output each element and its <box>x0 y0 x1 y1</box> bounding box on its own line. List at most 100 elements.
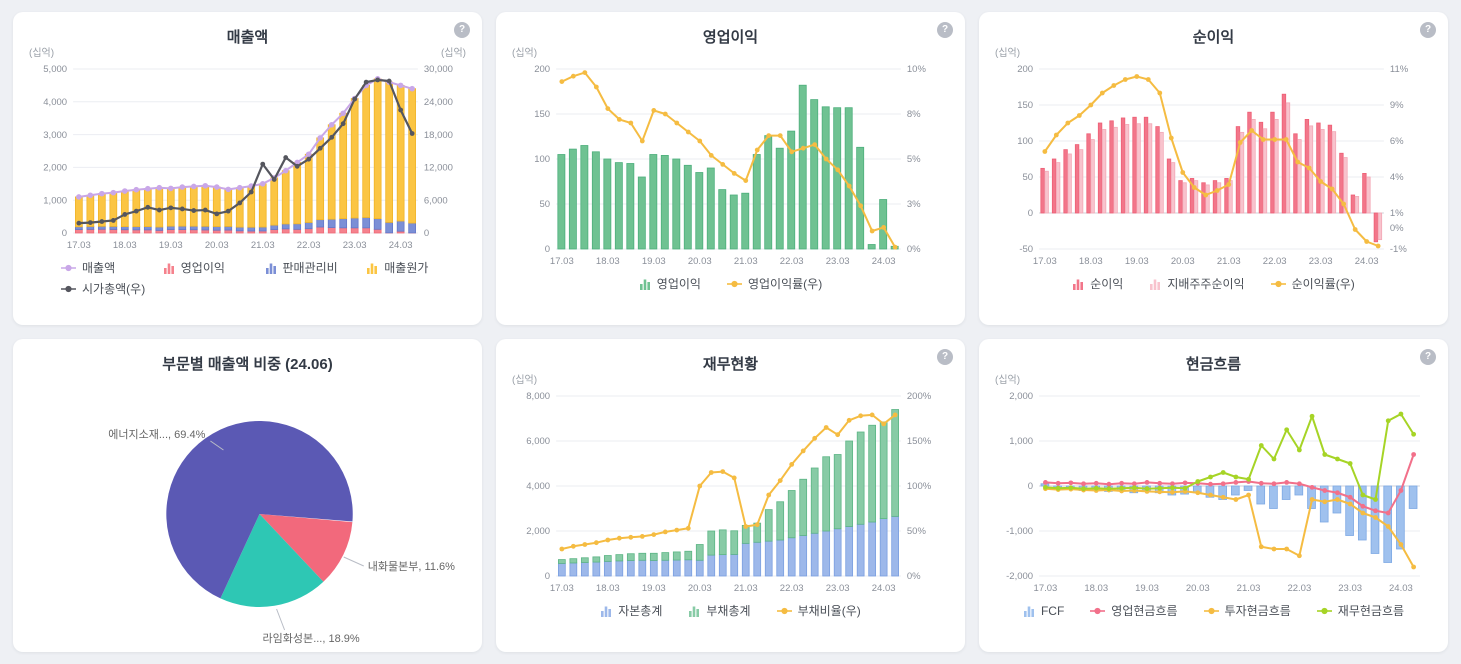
svg-text:22.03: 22.03 <box>297 240 321 251</box>
svg-text:-50: -50 <box>1019 244 1033 255</box>
svg-text:9%: 9% <box>1390 100 1404 111</box>
left-axis-unit: (십억) <box>995 48 1021 59</box>
svg-text:100: 100 <box>534 154 550 165</box>
svg-text:0: 0 <box>545 244 550 255</box>
net-profit-chart: -50 0 50 100 150 200 11% 9% 6% 4% 1% 0% -1% 17.03 18.0… <box>1017 64 1409 267</box>
svg-text:17.03: 17.03 <box>550 256 574 267</box>
svg-text:2,000: 2,000 <box>1009 391 1033 402</box>
svg-text:50: 50 <box>540 199 551 210</box>
svg-text:0%: 0% <box>907 244 921 255</box>
legend-item-cash-flow: FCF <box>1023 604 1064 618</box>
svg-text:19.03: 19.03 <box>642 583 666 594</box>
left-axis-unit: (십억) <box>29 48 55 59</box>
svg-text:1%: 1% <box>1390 208 1404 219</box>
legend-item-net-profit: 지배주주순이익 <box>1149 275 1245 292</box>
legend-item-net-profit: 순이익률(우) <box>1270 275 1355 292</box>
svg-text:3%: 3% <box>907 199 921 210</box>
svg-text:24.03: 24.03 <box>1355 256 1379 267</box>
svg-text:22.03: 22.03 <box>1263 256 1287 267</box>
svg-text:17.03: 17.03 <box>67 240 91 251</box>
financial-status-chart: 0 2,000 4,000 6,000 8,000 200% 150% 100% 50% 0% 17… <box>526 391 932 594</box>
svg-text:22.03: 22.03 <box>780 256 804 267</box>
svg-text:0: 0 <box>1028 481 1033 492</box>
svg-text:21.03: 21.03 <box>251 240 275 251</box>
line-series-icon <box>1203 607 1219 614</box>
bar-series-icon <box>689 606 700 617</box>
help-icon[interactable]: ? <box>937 22 953 38</box>
net-profit-panel-title: 순이익 <box>1192 29 1235 46</box>
svg-text:4,000: 4,000 <box>43 97 67 108</box>
svg-text:19.03: 19.03 <box>1125 256 1149 267</box>
financial-status-legend: 자본총계 부채총계 부채비율(우) <box>510 602 951 619</box>
svg-text:22.03: 22.03 <box>780 583 804 594</box>
svg-text:200%: 200% <box>907 391 932 402</box>
bar-series-icon <box>1150 279 1161 290</box>
legend-item-operating-profit: 영업이익 <box>639 275 701 292</box>
line-series-icon <box>61 264 76 271</box>
help-icon[interactable]: ? <box>454 22 470 38</box>
operating-profit-chart: 0 50 100 150 200 10% 8% 5% 3% 0% 17.03 18.03 19.03 20… <box>534 64 927 267</box>
bar-series-icon <box>367 263 378 274</box>
help-icon[interactable]: ? <box>1420 349 1436 365</box>
legend-item-net-profit: 순이익 <box>1072 275 1123 292</box>
svg-text:19.03: 19.03 <box>159 240 183 251</box>
svg-text:8,000: 8,000 <box>526 391 550 402</box>
svg-text:11%: 11% <box>1390 64 1409 75</box>
cash-flow-panel: 현금흐름 ? (십억) -2,000 -1,000 0 1,000 2,000 17.03… <box>979 339 1448 652</box>
svg-text:6,000: 6,000 <box>526 436 550 447</box>
svg-text:0: 0 <box>1028 208 1033 219</box>
financial-status-panel: 재무현황 ? (십억) 0 2,000 4,000 6,000 8,000 200% 150… <box>496 339 965 652</box>
svg-text:21.03: 21.03 <box>734 256 758 267</box>
svg-text:라임화성본..., 18.9%: 라임화성본..., 18.9% <box>263 632 360 645</box>
cash-flow-chart: -2,000 -1,000 0 1,000 2,000 17.03 18.03 19.03 20… <box>1006 391 1420 594</box>
revenue-panel: 매출액 ? (십억) (십억) 0 1,000 2,000 3,000 4,000 5,0… <box>13 12 482 325</box>
help-icon[interactable]: ? <box>1420 22 1436 38</box>
svg-text:20.03: 20.03 <box>688 256 712 267</box>
svg-text:18.03: 18.03 <box>596 256 620 267</box>
legend-item-cash-flow: 투자현금흐름 <box>1203 602 1291 619</box>
svg-text:200: 200 <box>534 64 550 75</box>
right-axis-unit: (십억) <box>440 48 466 59</box>
svg-text:18.03: 18.03 <box>1084 583 1108 594</box>
svg-text:-2,000: -2,000 <box>1006 571 1033 582</box>
legend-item-cash-flow: 영업현금흐름 <box>1090 602 1178 619</box>
svg-text:0: 0 <box>62 228 67 239</box>
svg-text:24.03: 24.03 <box>389 240 413 251</box>
svg-text:19.03: 19.03 <box>642 256 666 267</box>
svg-text:-1%: -1% <box>1390 244 1407 255</box>
svg-text:20.03: 20.03 <box>1186 583 1210 594</box>
svg-text:6,000: 6,000 <box>424 195 448 206</box>
net-profit-legend: 순이익 지배주주순이익 순이익률(우) <box>993 275 1434 292</box>
svg-text:20.03: 20.03 <box>205 240 229 251</box>
svg-text:1,000: 1,000 <box>43 195 67 206</box>
svg-text:30,000: 30,000 <box>424 64 453 75</box>
left-axis-unit: (십억) <box>512 375 538 386</box>
svg-text:0%: 0% <box>1390 223 1404 234</box>
revenue-legend: 매출액 영업이익 판매관리비 매출원가 시가총액(우) <box>27 259 468 301</box>
svg-text:50%: 50% <box>907 526 927 537</box>
line-series-icon <box>1090 607 1106 614</box>
legend-item-operating-profit: 영업이익률(우) <box>726 275 822 292</box>
line-series-icon <box>776 607 792 614</box>
svg-text:21.03: 21.03 <box>1237 583 1261 594</box>
operating-profit-legend: 영업이익 영업이익률(우) <box>510 275 951 292</box>
revenue-chart: 0 1,000 2,000 3,000 4,000 5,000 30,000 24,000 18… <box>43 64 453 251</box>
help-icon[interactable]: ? <box>937 349 953 365</box>
bar-series-icon <box>265 263 276 274</box>
svg-text:6%: 6% <box>1390 136 1404 147</box>
segment-share-panel-title: 부문별 매출액 비중 (24.06) <box>162 356 333 373</box>
cash-flow-panel-title: 현금흐름 <box>1185 356 1242 373</box>
svg-text:0: 0 <box>545 571 550 582</box>
svg-text:19.03: 19.03 <box>1135 583 1159 594</box>
line-series-icon <box>1270 280 1286 287</box>
svg-text:18.03: 18.03 <box>1079 256 1103 267</box>
svg-text:18,000: 18,000 <box>424 130 453 141</box>
bar-series-icon <box>1023 606 1034 617</box>
bar-series-icon <box>601 606 612 617</box>
segment-share-pie-chart: 에너지소재..., 69.4% 내화물본부, 11.6% 라임화성본..., 18.… <box>108 421 455 645</box>
svg-text:150%: 150% <box>907 436 932 447</box>
svg-text:10%: 10% <box>907 64 927 75</box>
svg-text:23.03: 23.03 <box>1338 583 1362 594</box>
svg-text:20.03: 20.03 <box>688 583 712 594</box>
svg-text:21.03: 21.03 <box>1217 256 1241 267</box>
